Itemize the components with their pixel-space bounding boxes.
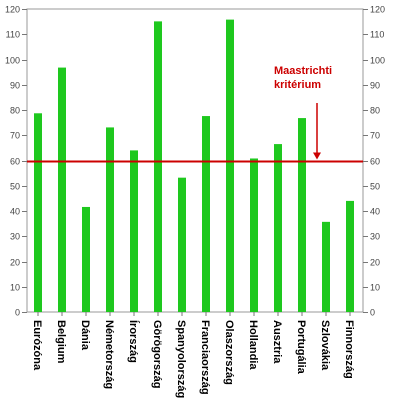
y-tick-label-left: 40 bbox=[10, 207, 20, 217]
y-tick-label-right: 0 bbox=[370, 308, 375, 318]
y-tick-label-left: 50 bbox=[10, 182, 20, 192]
y-tick-label-left: 110 bbox=[6, 30, 20, 40]
x-category-label: Olaszország bbox=[223, 320, 235, 385]
y-tick-label-right: 10 bbox=[370, 283, 380, 293]
bar-11 bbox=[274, 144, 282, 312]
y-tick-label-right: 110 bbox=[370, 30, 384, 40]
annotation-arrow-head bbox=[313, 152, 321, 160]
x-category-label: Spanyolország bbox=[175, 320, 187, 398]
x-category-label: Finnország bbox=[343, 320, 355, 379]
x-category-label: Ausztria bbox=[271, 320, 283, 364]
x-category-label: Írország bbox=[127, 320, 140, 363]
y-tick-label-right: 60 bbox=[370, 157, 380, 167]
bar-4 bbox=[106, 127, 114, 312]
y-tick-label-right: 90 bbox=[370, 81, 380, 91]
x-category-label: Franciaország bbox=[199, 320, 211, 395]
bar-8 bbox=[202, 116, 210, 312]
y-tick-label-right: 30 bbox=[370, 232, 380, 242]
y-tick-label-left: 70 bbox=[10, 131, 20, 141]
bar-1 bbox=[34, 113, 42, 312]
y-tick-label-right: 50 bbox=[370, 182, 380, 192]
bar-2 bbox=[58, 67, 66, 312]
y-tick-label-left: 100 bbox=[5, 56, 20, 66]
y-tick-label-right: 70 bbox=[370, 131, 380, 141]
bar-13 bbox=[322, 221, 330, 312]
y-tick-label-left: 0 bbox=[15, 308, 20, 318]
y-tick-label-right: 80 bbox=[370, 106, 380, 116]
y-tick-label-left: 30 bbox=[10, 232, 20, 242]
reference-annotation-label: kritérium bbox=[274, 79, 321, 91]
x-category-label: Dánia bbox=[79, 320, 91, 351]
x-category-label: Szlovákia bbox=[319, 320, 331, 371]
x-category-label: Belgium bbox=[55, 320, 67, 364]
bar-14 bbox=[346, 200, 354, 312]
bar-5 bbox=[130, 150, 138, 312]
x-category-label: Portugália bbox=[295, 320, 307, 375]
bar-10 bbox=[250, 158, 258, 312]
bar-3 bbox=[82, 206, 90, 312]
bar-6 bbox=[154, 21, 162, 313]
y-tick-label-left: 10 bbox=[10, 283, 20, 293]
y-tick-label-right: 120 bbox=[370, 5, 385, 15]
bar-7 bbox=[178, 177, 186, 312]
x-category-label: Eurózóna bbox=[31, 320, 43, 371]
bar-12 bbox=[298, 118, 306, 312]
reference-annotation-label: Maastrichti bbox=[274, 65, 332, 77]
y-tick-label-left: 90 bbox=[10, 81, 20, 91]
x-category-label: Görögország bbox=[151, 320, 163, 388]
y-tick-label-right: 100 bbox=[370, 56, 385, 66]
y-tick-label-right: 20 bbox=[370, 258, 380, 268]
y-tick-label-left: 20 bbox=[10, 258, 20, 268]
y-tick-label-right: 40 bbox=[370, 207, 380, 217]
x-category-label: Németország bbox=[103, 320, 115, 389]
y-tick-label-left: 120 bbox=[5, 5, 20, 15]
bar-9 bbox=[226, 19, 234, 312]
x-category-label: Hollandia bbox=[247, 320, 259, 370]
y-tick-label-left: 60 bbox=[10, 157, 20, 167]
y-tick-label-left: 80 bbox=[10, 106, 20, 116]
